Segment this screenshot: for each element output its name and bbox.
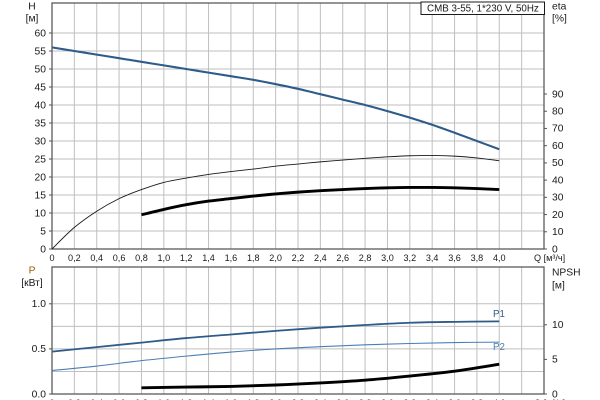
svg-text:4,0: 4,0 [493, 253, 506, 263]
svg-text:10: 10 [552, 320, 564, 331]
svg-text:1,2: 1,2 [180, 253, 193, 263]
svg-text:2,8: 2,8 [359, 253, 372, 263]
svg-text:[кВт]: [кВт] [21, 278, 43, 289]
svg-text:0,8: 0,8 [135, 253, 148, 263]
svg-text:10: 10 [35, 208, 47, 219]
svg-text:eta: eta [552, 2, 567, 13]
svg-text:20: 20 [552, 210, 564, 221]
svg-text:[м]: [м] [26, 14, 39, 25]
svg-text:60: 60 [552, 141, 564, 152]
svg-text:3,0: 3,0 [381, 253, 394, 263]
svg-text:0,4: 0,4 [90, 253, 103, 263]
svg-text:90: 90 [552, 89, 564, 100]
svg-text:[%]: [%] [552, 14, 567, 25]
svg-text:3,4: 3,4 [426, 253, 439, 263]
svg-text:0.5: 0.5 [32, 344, 47, 355]
svg-text:0,2: 0,2 [68, 253, 81, 263]
svg-text:1.0: 1.0 [32, 299, 47, 310]
svg-text:1,8: 1,8 [247, 253, 260, 263]
svg-text:3,2: 3,2 [403, 253, 416, 263]
svg-text:30: 30 [552, 193, 564, 204]
svg-text:80: 80 [552, 107, 564, 118]
svg-text:70: 70 [552, 124, 564, 135]
svg-text:CMB 3-55, 1*230 V, 50Hz: CMB 3-55, 1*230 V, 50Hz [427, 3, 539, 14]
svg-text:25: 25 [35, 154, 47, 165]
svg-text:P1: P1 [493, 309, 505, 320]
svg-text:55: 55 [35, 46, 47, 57]
svg-text:2,6: 2,6 [336, 253, 349, 263]
svg-text:5: 5 [552, 355, 558, 366]
svg-text:3,6: 3,6 [448, 253, 461, 263]
svg-text:15: 15 [35, 190, 47, 201]
svg-text:P: P [29, 266, 36, 277]
svg-text:[м]: [м] [552, 281, 565, 292]
svg-text:0.0: 0.0 [32, 389, 47, 400]
svg-text:10: 10 [552, 227, 564, 238]
svg-text:H: H [28, 2, 35, 13]
svg-text:1,6: 1,6 [225, 253, 238, 263]
svg-text:2,0: 2,0 [269, 253, 282, 263]
svg-text:50: 50 [35, 64, 47, 75]
svg-text:1,0: 1,0 [157, 253, 170, 263]
svg-text:50: 50 [552, 158, 564, 169]
svg-text:5: 5 [40, 226, 46, 237]
svg-text:P2: P2 [493, 342, 505, 353]
svg-text:20: 20 [35, 172, 47, 183]
svg-text:2,4: 2,4 [314, 253, 327, 263]
svg-text:35: 35 [35, 118, 47, 129]
svg-text:30: 30 [35, 136, 47, 147]
svg-text:Q [м³/ч]: Q [м³/ч] [534, 253, 565, 263]
svg-text:40: 40 [552, 175, 564, 186]
svg-text:2,2: 2,2 [292, 253, 305, 263]
svg-text:1,4: 1,4 [202, 253, 215, 263]
svg-text:45: 45 [35, 82, 47, 93]
svg-text:3,8: 3,8 [471, 253, 484, 263]
svg-text:0: 0 [40, 244, 46, 255]
svg-text:40: 40 [35, 100, 47, 111]
svg-text:0: 0 [49, 253, 54, 263]
svg-text:NPSH: NPSH [552, 268, 581, 279]
svg-text:0,6: 0,6 [113, 253, 126, 263]
svg-text:60: 60 [35, 28, 47, 39]
